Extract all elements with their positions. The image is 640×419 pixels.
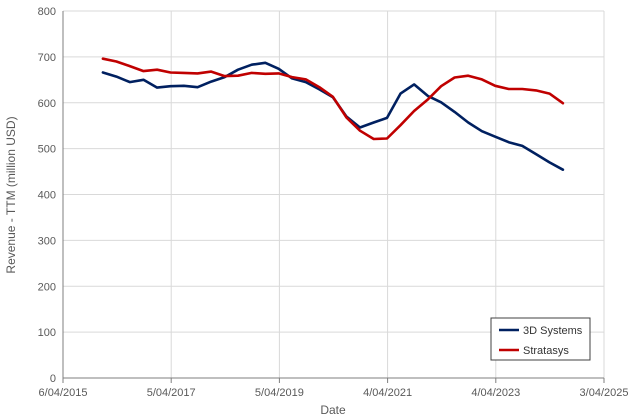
axes [62,11,605,383]
tick-labels: 0 100 200 300 400 500 600 700 800 6/04/2015 5/04/2… [38,6,629,399]
y-tick-label: 400 [38,190,56,202]
x-tick-label: 6/04/2015 [39,387,88,399]
x-tick-label: 5/04/2017 [147,387,196,399]
y-tick-label: 600 [38,98,56,110]
y-tick-label: 800 [38,6,56,18]
series-layer [101,57,565,171]
legend-label: Stratasys [523,345,569,357]
legend-box [490,317,591,361]
y-axis-title: Revenue - TTM (million USD) [4,116,18,273]
y-tick-label: 0 [50,373,56,385]
x-tick-label: 4/04/2023 [471,387,520,399]
legend-label: 3D Systems [523,325,583,337]
legend: 3D Systems Stratasys [490,317,591,361]
x-tick-label: 5/04/2019 [255,387,304,399]
y-tick-label: 200 [38,281,56,293]
y-tick-label: 300 [38,235,56,247]
y-tick-label: 700 [38,52,56,64]
y-tick-label: 100 [38,327,56,339]
x-tick-label: 3/04/2025 [580,387,629,399]
series-line-stratasys [101,57,565,141]
x-axis-title: Date [320,403,346,417]
x-tick-label: 4/04/2021 [363,387,412,399]
y-tick-label: 500 [38,144,56,156]
